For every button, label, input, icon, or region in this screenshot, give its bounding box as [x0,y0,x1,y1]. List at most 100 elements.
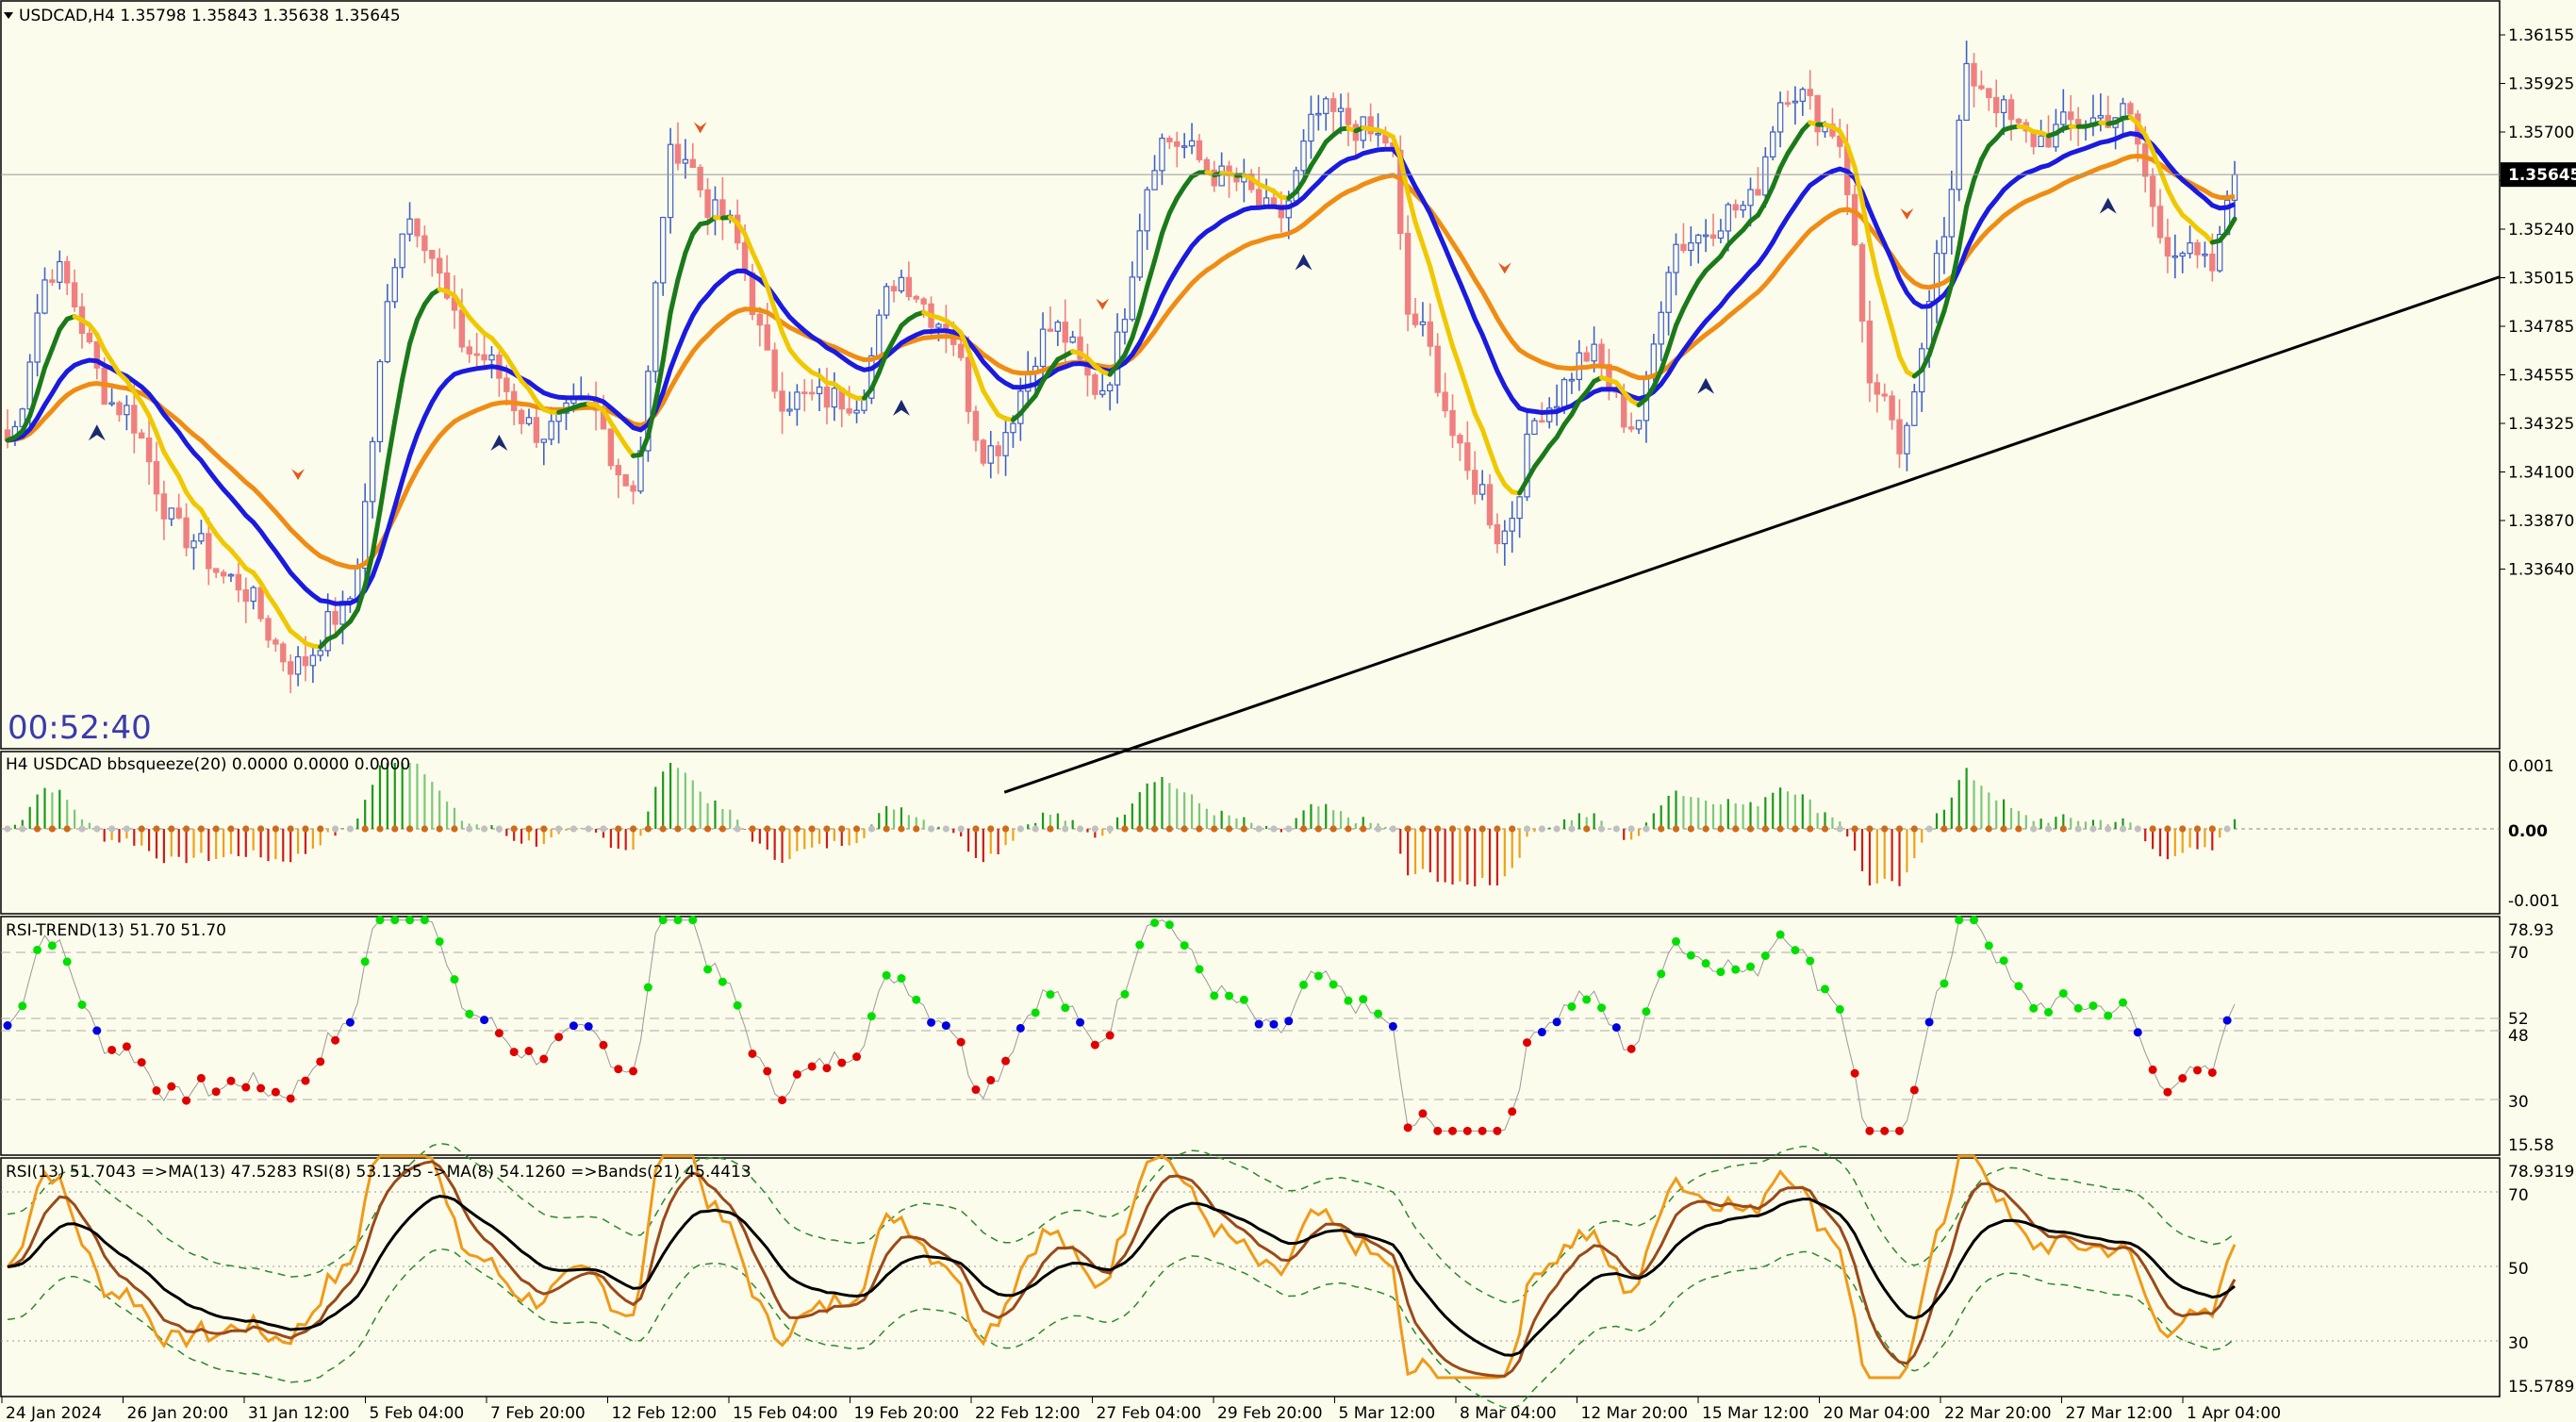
bear-candle [622,473,629,487]
rsi-pane[interactable]: RSI(13) 51.7043 =>MA(13) 47.5283 RSI(8) … [0,1142,2574,1409]
squeeze-dot [107,825,116,833]
rsi-trend-dot [226,1076,236,1085]
bear-candle [1627,426,1635,430]
bear-candle [1345,107,1352,125]
rsi-trend-dot [1984,941,1993,951]
bear-candle [1062,322,1068,343]
svg-text:48: 48 [2508,1027,2529,1046]
bull-candle [987,445,994,464]
bear-candle [2068,111,2074,121]
ma-fast-segment [1479,426,1493,454]
squeeze-dot [1181,825,1188,833]
bull-candle [324,611,331,652]
bear-candle [1814,94,1821,133]
squeeze-dot [1478,825,1486,833]
rsi-trend-dot [658,916,668,925]
squeeze-dot [1807,825,1814,833]
svg-text:1.35645: 1.35645 [2508,166,2576,185]
bear-candle [2015,119,2023,124]
rsi-trend-title: RSI-TREND(13) 51.70 51.70 [6,921,226,940]
squeeze-dot [4,825,11,833]
rsi-trend-dot [1313,971,1323,981]
rsi-trend-dot [2044,1008,2054,1017]
squeeze-dot [153,825,160,833]
bull-candle [391,267,398,303]
ma-fast-segment [757,265,770,289]
ma-fast-segment [161,449,174,468]
ma-fast-segment [280,616,293,634]
ma-fast-segment [1777,151,1791,171]
squeeze-dot [302,825,309,833]
rsi-trend-dot [345,1017,355,1027]
rsi-trend-dot [1940,979,1949,988]
rsi8-line [6,1154,2237,1380]
squeeze-dot [1627,825,1635,833]
rsi-trend-dot [2178,1074,2188,1083]
ma-fast-segment [400,340,413,382]
bear-candle [1270,197,1278,206]
bull-candle [108,402,115,405]
rsi-trend-dot [167,1082,176,1091]
bear-candle [1255,189,1263,207]
bear-candle [1986,88,1992,99]
rsi-trend-dot [2222,1016,2232,1025]
bull-candle [1933,253,1940,303]
rsi-trend-dot [1716,967,1726,977]
bear-candle [1427,321,1434,347]
bear-candle [212,568,220,573]
bear-candle [1077,336,1083,360]
ma-fast-segment [511,366,524,384]
bear-candle [1598,343,1605,366]
squeeze-dot [1404,825,1412,833]
time-axis-label: 5 Mar 12:00 [1339,1404,1436,1422]
rsi-trend-dot [792,1069,801,1079]
trendline[interactable] [1003,275,2501,794]
ma-fast-segment [258,580,271,599]
buy-arrow-icon [88,424,106,441]
squeeze-dot [764,825,771,833]
squeeze-dot [898,825,905,833]
rsi-trend-dot [2073,1003,2083,1013]
rsi-pane-frame [0,1157,2501,1397]
rsi-trend-dot [837,1058,847,1067]
squeeze-dot [2223,825,2231,833]
bear-candle [1397,149,1404,235]
squeeze-dot [1016,825,1024,833]
ma-fast-segment [966,348,979,373]
ma-fast-segment [1882,300,1895,331]
rsi-trend-dot [1806,956,1815,966]
bear-candle [71,282,78,307]
bull-candle [1531,420,1538,436]
bear-candle [533,417,540,443]
rsi-trend-dot [882,970,891,980]
rsi-trend-dot [465,1009,474,1018]
rsi-trend-pane[interactable]: RSI-TREND(13) 51.70 51.70 78.93 70 52 48… [0,916,2554,1156]
bull-candle [309,654,317,667]
squeeze-dot [1717,825,1725,833]
bear-candle [704,189,711,219]
ma-fast-segment [601,407,614,425]
bear-candle [1092,374,1098,395]
squeeze-dot [1448,825,1457,833]
rsi-trend-dot [703,965,713,974]
bbsqueeze-axis: 0.001 0.00 -0.001 [2508,757,2560,911]
bear-candle [49,279,56,283]
ma-fast-segment [742,231,755,255]
bear-candle [436,257,443,274]
squeeze-dot [942,825,949,833]
rsi-trend-dot [1061,1003,1070,1013]
bull-candle [1501,530,1509,545]
chart-menu-triangle-icon[interactable] [4,12,13,19]
rsi-trend-dot [1746,962,1756,971]
bull-candle [250,587,256,603]
bear-candle [1858,243,1866,322]
ma-fast-segment [1569,398,1582,418]
bear-candle [1464,442,1471,471]
squeeze-dot [48,825,56,833]
rsi-trend-dot [1760,951,1770,961]
squeeze-dot [629,825,637,833]
bbsqueeze-pane[interactable]: H4 USDCAD bbsqueeze(20) 0.0000 0.0000 0.… [0,751,2560,915]
price-pane[interactable]: USDCAD,H4 1.35798 1.35843 1.35638 1.3564… [0,0,2576,794]
squeeze-dot [2149,825,2156,833]
